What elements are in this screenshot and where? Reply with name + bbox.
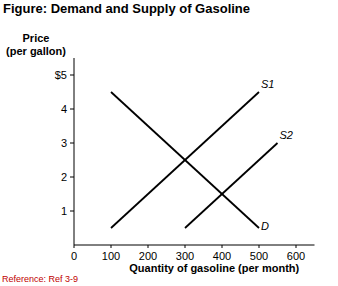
y-tick [70,75,74,76]
y-label-line: Price [23,32,50,44]
y-tick-label: $5 [55,69,67,81]
y-tick [70,109,74,110]
footer: Reference: Ref 3-9 [2,274,78,284]
x-tick [222,245,223,248]
x-tick-label: 0 [71,250,77,262]
x-tick [185,245,186,248]
y-tick [70,177,74,178]
y-tick-label: 4 [61,103,67,115]
series-line [185,143,278,228]
x-axis [74,245,315,246]
series-label: S2 [280,129,293,141]
y-tick [70,143,74,144]
x-tick [74,245,75,248]
x-tick-label: 200 [139,250,157,262]
x-tick-label: 500 [250,250,268,262]
x-tick [148,245,149,248]
x-tick-label: 300 [176,250,194,262]
x-label: Quantity of gasoline (per month) [129,262,299,274]
y-tick-label: 2 [61,171,67,183]
y-label-line: (per gallon) [6,45,66,57]
x-tick-label: 600 [287,250,305,262]
y-tick-label: 1 [61,205,67,217]
title: Figure: Demand and Supply of Gasoline [3,1,250,16]
x-tick-label: 400 [213,250,231,262]
series-label: D [261,220,269,232]
plot-area [111,92,278,228]
x-tick-label: 100 [102,250,120,262]
series-label: S1 [261,78,274,90]
y-axis [74,58,75,245]
series-line [111,92,259,228]
y-tick-label: 3 [61,137,67,149]
x-tick [259,245,260,248]
y-tick [70,211,74,212]
series-line [111,92,259,228]
y-label: Price(per gallon) [6,32,66,57]
chart: Figure: Demand and Supply of Gasoline Pri… [0,0,338,286]
x-tick [111,245,112,248]
x-tick [296,245,297,248]
